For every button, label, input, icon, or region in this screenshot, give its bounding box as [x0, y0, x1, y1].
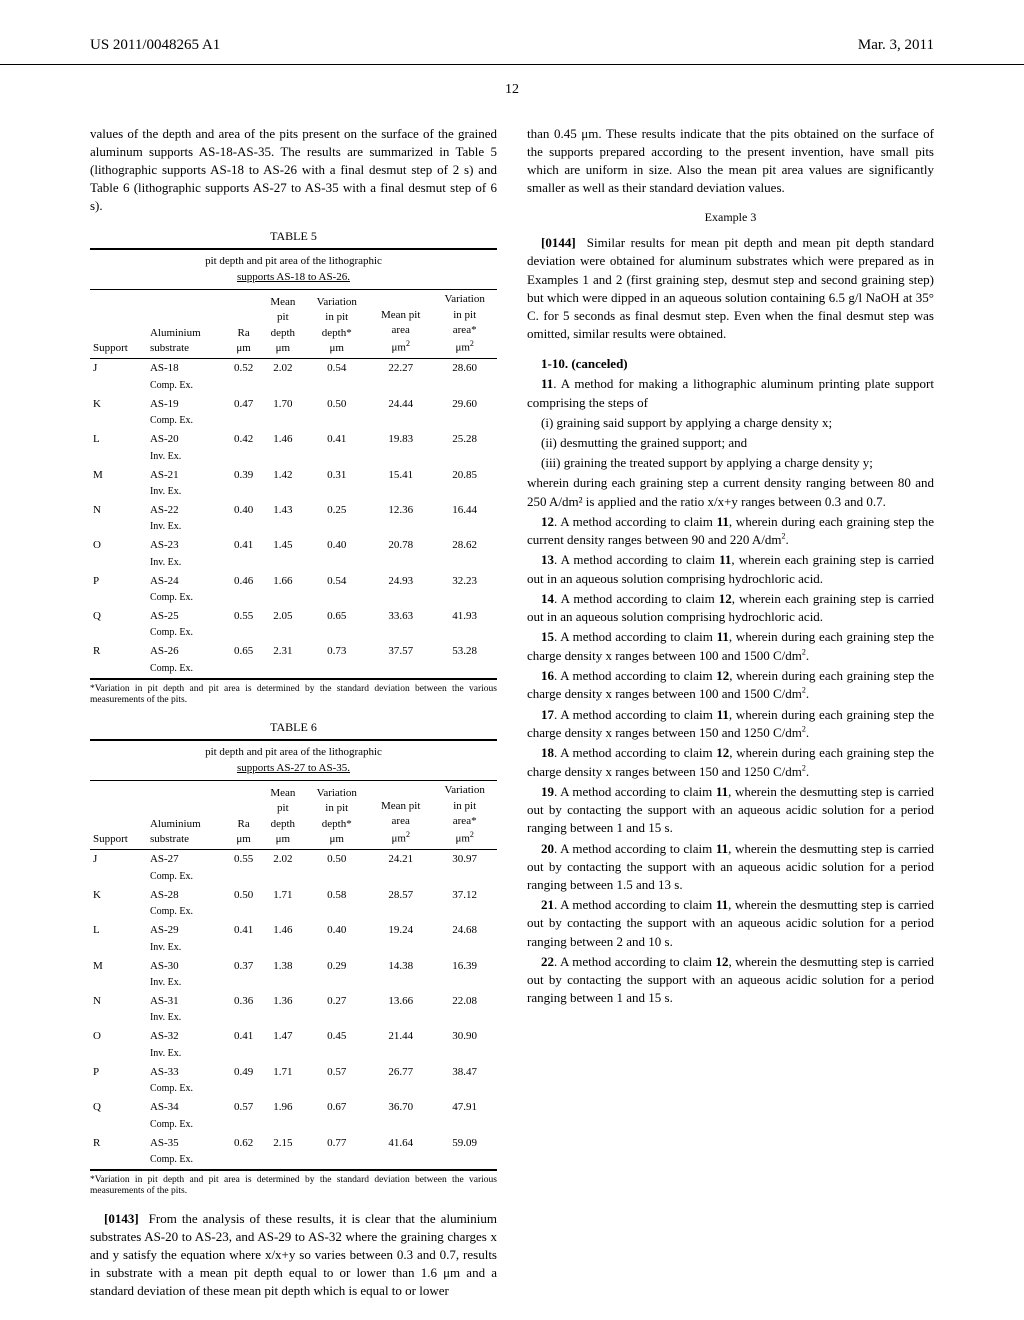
intro-paragraph: values of the depth and area of the pits…: [90, 125, 497, 216]
table-row: MAS-210.391.420.3115.4120.85: [90, 466, 497, 485]
th-depth: Meanpitdepthμm: [261, 781, 304, 850]
th-support: Support: [90, 290, 147, 359]
th-area: Mean pitareaμm2: [369, 290, 432, 359]
table-row: Inv. Ex.: [90, 1047, 497, 1063]
claim-1-10: 1-10. (canceled): [527, 355, 934, 373]
th-substrate: Aluminiumsubstrate: [147, 290, 226, 359]
table-row: Inv. Ex.: [90, 450, 497, 466]
table-row: OAS-230.411.450.4020.7828.62: [90, 536, 497, 555]
claim-17: 17. A method according to claim 11, wher…: [527, 706, 934, 743]
table-row: JAS-270.552.020.5024.2130.97: [90, 850, 497, 870]
table-row: Comp. Ex.: [90, 1082, 497, 1098]
table-row: KAS-190.471.700.5024.4429.60: [90, 395, 497, 414]
content-area: values of the depth and area of the pits…: [0, 125, 1024, 1303]
table6-caption: pit depth and pit area of the lithograph…: [205, 746, 382, 758]
claim-11-i: (i) graining said support by applying a …: [527, 414, 934, 432]
table-row: Inv. Ex.: [90, 941, 497, 957]
claim-19: 19. A method according to claim 11, wher…: [527, 783, 934, 838]
para-0144: [0144] Similar results for mean pit dept…: [527, 234, 934, 343]
patent-number: US 2011/0048265 A1: [90, 35, 220, 56]
claim-11-wherein: wherein during each graining step a curr…: [527, 474, 934, 510]
claim-11: 11. A method for making a lithographic a…: [527, 375, 934, 411]
claim-21: 21. A method according to claim 11, wher…: [527, 896, 934, 951]
th-depth: Meanpitdepthμm: [261, 290, 304, 359]
right-column: than 0.45 μm. These results indicate tha…: [527, 125, 934, 1303]
page-header: US 2011/0048265 A1 Mar. 3, 2011: [0, 0, 1024, 65]
table-row: Inv. Ex.: [90, 556, 497, 572]
example3-title: Example 3: [527, 209, 934, 226]
table-row: Comp. Ex.: [90, 626, 497, 642]
claim-13: 13. A method according to claim 11, wher…: [527, 551, 934, 587]
table6-label: TABLE 6: [90, 719, 497, 736]
table-row: Comp. Ex.: [90, 1153, 497, 1170]
publication-date: Mar. 3, 2011: [858, 35, 934, 56]
th-vararea: Variationin pitarea*μm2: [432, 290, 497, 359]
table-row: Comp. Ex.: [90, 379, 497, 395]
table5-caption: pit depth and pit area of the lithograph…: [205, 255, 382, 267]
claim-12: 12. A method according to claim 11, wher…: [527, 513, 934, 550]
para-0143: [0143] From the analysis of these result…: [90, 1210, 497, 1301]
table-row: QAS-250.552.050.6533.6341.93: [90, 607, 497, 626]
table-row: LAS-200.421.460.4119.8325.28: [90, 430, 497, 449]
claim-20: 20. A method according to claim 11, wher…: [527, 840, 934, 895]
table-row: JAS-180.522.020.5422.2728.60: [90, 359, 497, 379]
table-row: LAS-290.411.460.4019.2424.68: [90, 921, 497, 940]
table-row: Inv. Ex.: [90, 976, 497, 992]
table6: pit depth and pit area of the lithograph…: [90, 739, 497, 1171]
th-vardepth: Variationin pitdepth*μm: [304, 290, 369, 359]
table-row: PAS-330.491.710.5726.7738.47: [90, 1063, 497, 1082]
table-row: OAS-320.411.470.4521.4430.90: [90, 1027, 497, 1046]
table-row: KAS-280.501.710.5828.5737.12: [90, 886, 497, 905]
table-row: Inv. Ex.: [90, 1011, 497, 1027]
table-row: PAS-240.461.660.5424.9332.23: [90, 572, 497, 591]
th-area: Mean pitareaμm2: [369, 781, 432, 850]
th-vardepth: Variationin pitdepth*μm: [304, 781, 369, 850]
th-ra: Raμm: [226, 781, 261, 850]
table5-caption2: supports AS-18 to AS-26.: [237, 271, 350, 283]
table-row: NAS-220.401.430.2512.3616.44: [90, 501, 497, 520]
left-column: values of the depth and area of the pits…: [90, 125, 497, 1303]
table-row: RAS-350.622.150.7741.6459.09: [90, 1134, 497, 1153]
table-row: Comp. Ex.: [90, 1118, 497, 1134]
table6-footnote: *Variation in pit depth and pit area is …: [90, 1175, 497, 1198]
claim-16: 16. A method according to claim 12, wher…: [527, 667, 934, 704]
table5: pit depth and pit area of the lithograph…: [90, 248, 497, 680]
continuation-text: than 0.45 μm. These results indicate tha…: [527, 125, 934, 198]
table5-label: TABLE 5: [90, 228, 497, 245]
table-row: NAS-310.361.360.2713.6622.08: [90, 992, 497, 1011]
claim-14: 14. A method according to claim 12, wher…: [527, 590, 934, 626]
table-row: Comp. Ex.: [90, 591, 497, 607]
th-vararea: Variationin pitarea*μm2: [432, 781, 497, 850]
table-row: Comp. Ex.: [90, 905, 497, 921]
table-row: Inv. Ex.: [90, 485, 497, 501]
table-row: QAS-340.571.960.6736.7047.91: [90, 1098, 497, 1117]
table-row: MAS-300.371.380.2914.3816.39: [90, 957, 497, 976]
claim-22: 22. A method according to claim 12, wher…: [527, 953, 934, 1008]
th-ra: Raμm: [226, 290, 261, 359]
claim-11-iii: (iii) graining the treated support by ap…: [527, 454, 934, 472]
table-row: Comp. Ex.: [90, 662, 497, 679]
table-row: Comp. Ex.: [90, 414, 497, 430]
claim-18: 18. A method according to claim 12, wher…: [527, 744, 934, 781]
table6-caption2: supports AS-27 to AS-35.: [237, 762, 350, 774]
table5-footnote: *Variation in pit depth and pit area is …: [90, 684, 497, 707]
claim-15: 15. A method according to claim 11, wher…: [527, 628, 934, 665]
table-row: Inv. Ex.: [90, 520, 497, 536]
claim-11-ii: (ii) desmutting the grained support; and: [527, 434, 934, 452]
th-support: Support: [90, 781, 147, 850]
table-row: Comp. Ex.: [90, 870, 497, 886]
th-substrate: Aluminiumsubstrate: [147, 781, 226, 850]
table-row: RAS-260.652.310.7337.5753.28: [90, 642, 497, 661]
page-number: 12: [0, 80, 1024, 100]
